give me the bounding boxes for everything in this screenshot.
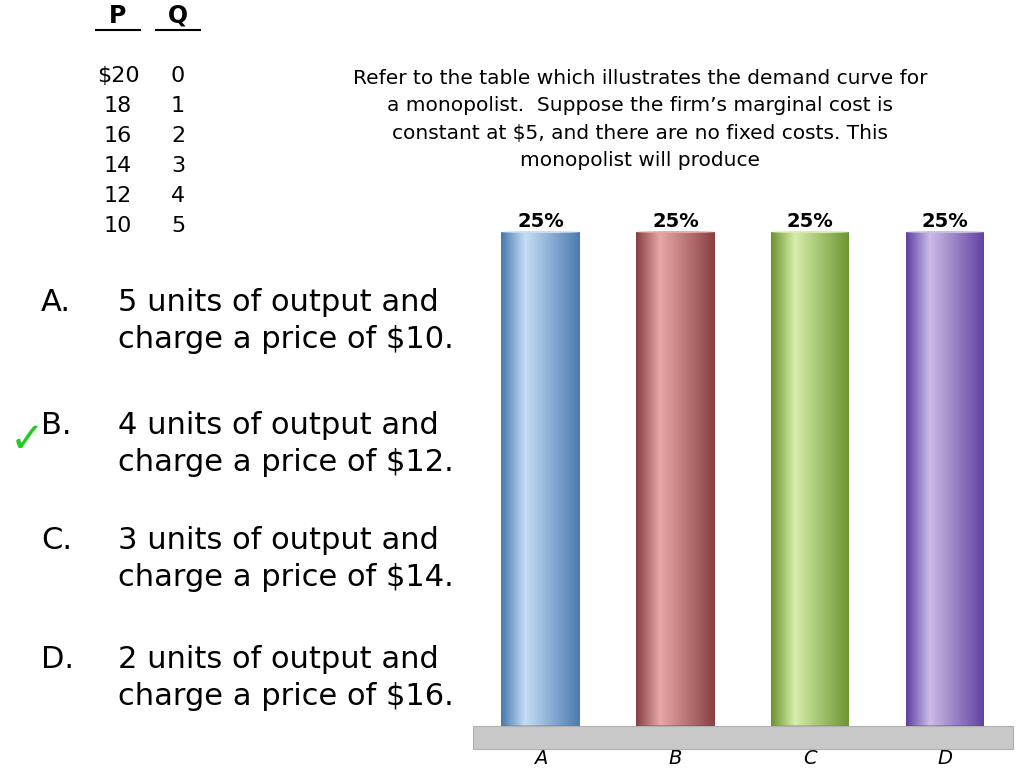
Ellipse shape	[502, 725, 580, 727]
Ellipse shape	[906, 725, 984, 727]
Ellipse shape	[771, 231, 850, 233]
Text: 2: 2	[171, 126, 185, 146]
Ellipse shape	[771, 725, 850, 727]
Text: 3 units of output and
charge a price of $14.: 3 units of output and charge a price of …	[118, 526, 454, 592]
Text: 12: 12	[103, 186, 132, 206]
Text: 10: 10	[103, 216, 132, 236]
Ellipse shape	[636, 725, 715, 727]
Text: D.: D.	[41, 645, 74, 674]
Text: Q: Q	[168, 4, 188, 28]
Text: 4: 4	[171, 186, 185, 206]
Text: C: C	[804, 750, 817, 768]
Text: 25%: 25%	[922, 212, 969, 230]
Text: 18: 18	[103, 96, 132, 116]
Ellipse shape	[906, 231, 984, 233]
Text: 1: 1	[171, 96, 185, 116]
Text: ✓: ✓	[10, 419, 45, 461]
Text: 14: 14	[103, 156, 132, 176]
Ellipse shape	[502, 231, 580, 233]
Text: 2 units of output and
charge a price of $16.: 2 units of output and charge a price of …	[118, 645, 454, 711]
Text: A: A	[534, 750, 547, 768]
Text: Refer to the table which illustrates the demand curve for
a monopolist.  Suppose: Refer to the table which illustrates the…	[352, 69, 928, 170]
Ellipse shape	[636, 231, 715, 233]
Text: 25%: 25%	[652, 212, 698, 230]
Text: 3: 3	[171, 156, 185, 176]
Text: 5: 5	[171, 216, 185, 236]
Text: 25%: 25%	[787, 212, 834, 230]
Text: 4 units of output and
charge a price of $12.: 4 units of output and charge a price of …	[118, 411, 454, 477]
Text: $20: $20	[96, 66, 139, 86]
Text: B: B	[669, 750, 682, 768]
Text: 5 units of output and
charge a price of $10.: 5 units of output and charge a price of …	[118, 288, 454, 354]
Text: D: D	[938, 750, 952, 768]
Text: 16: 16	[103, 126, 132, 146]
Text: C.: C.	[41, 526, 72, 555]
Text: B.: B.	[41, 411, 72, 440]
Text: 25%: 25%	[517, 212, 564, 230]
Text: P: P	[110, 4, 127, 28]
Text: 0: 0	[171, 66, 185, 86]
FancyBboxPatch shape	[473, 726, 1013, 750]
Text: A.: A.	[41, 288, 71, 317]
